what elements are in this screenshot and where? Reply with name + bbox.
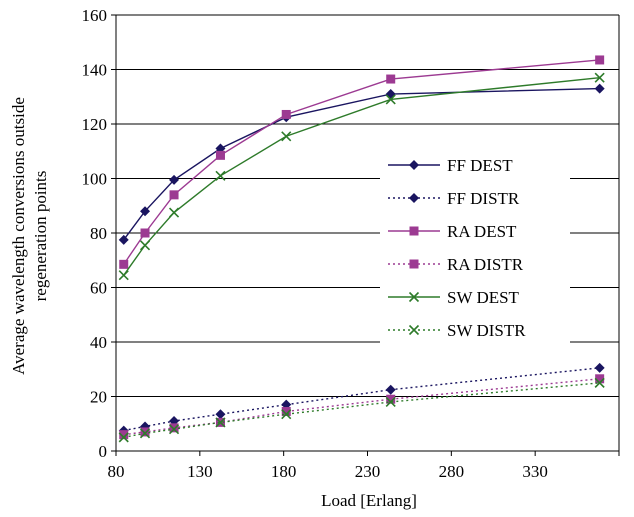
- x-tick-label: 280: [439, 462, 465, 481]
- series-line: [123, 378, 600, 436]
- square-marker: [215, 150, 225, 160]
- diamond-marker: [409, 193, 419, 203]
- diamond-marker: [140, 206, 151, 217]
- x-marker: [118, 270, 129, 281]
- series-ff-distr: [118, 362, 605, 436]
- legend-label: SW DEST: [447, 288, 520, 307]
- diamond-marker: [594, 362, 605, 373]
- x-marker: [594, 72, 605, 83]
- x-marker: [281, 131, 292, 142]
- x-marker: [215, 417, 226, 428]
- square-marker: [281, 406, 291, 416]
- legend-item: FF DEST: [388, 156, 513, 175]
- x-marker: [118, 432, 129, 443]
- x-marker: [215, 170, 226, 181]
- legend-item: SW DEST: [388, 288, 520, 307]
- x-tick-label: 180: [271, 462, 297, 481]
- x-marker: [139, 240, 151, 251]
- legend-item: RA DEST: [388, 222, 517, 241]
- legend-item: RA DISTR: [388, 255, 524, 274]
- diamond-marker: [118, 234, 129, 245]
- series-ra-distr: [119, 374, 605, 440]
- diamond-marker: [385, 384, 396, 395]
- square-marker: [119, 259, 129, 269]
- diamond-marker: [215, 409, 226, 420]
- y-axis-title-line-1: Average wavelength conversions outside: [9, 97, 28, 375]
- diamond-marker: [169, 174, 180, 185]
- square-marker: [140, 228, 150, 238]
- square-marker: [595, 374, 605, 384]
- square-marker: [386, 394, 396, 404]
- y-tick-labels: 0 20 40 60 80 100 120 140 160: [82, 6, 108, 461]
- square-marker: [169, 190, 179, 200]
- axes: [111, 14, 620, 456]
- y-tick-label: 120: [82, 115, 108, 134]
- legend-label: RA DISTR: [447, 255, 524, 274]
- series-line: [123, 367, 600, 432]
- legend-label: SW DISTR: [447, 321, 526, 340]
- y-tick-label: 80: [90, 224, 107, 243]
- diamond-marker: [409, 160, 419, 170]
- x-marker: [408, 324, 420, 336]
- series-ra-dest: [119, 55, 605, 269]
- square-marker: [409, 259, 419, 269]
- y-tick-label: 140: [82, 61, 108, 80]
- x-axis-title: Load [Erlang]: [321, 491, 417, 510]
- legend-label: FF DISTR: [447, 189, 520, 208]
- x-marker: [408, 291, 420, 303]
- y-axis-title-line-2: regeneration points: [31, 171, 50, 302]
- diamond-marker: [385, 89, 396, 100]
- series-group: [118, 55, 605, 443]
- square-marker: [595, 55, 605, 65]
- legend-label: FF DEST: [447, 156, 513, 175]
- y-tick-label: 60: [90, 279, 107, 298]
- x-marker: [168, 207, 180, 218]
- x-marker: [385, 396, 396, 408]
- x-tick-label: 130: [187, 462, 213, 481]
- y-tick-label: 100: [82, 170, 108, 189]
- y-tick-label: 40: [90, 333, 107, 352]
- x-tick-label: 80: [108, 462, 125, 481]
- square-marker: [140, 427, 150, 437]
- square-marker: [409, 226, 419, 236]
- series-sw-dest: [118, 72, 605, 281]
- legend-item: FF DISTR: [388, 189, 520, 208]
- legend-label: RA DEST: [447, 222, 517, 241]
- square-marker: [169, 423, 179, 433]
- diamond-marker: [594, 83, 605, 94]
- series-line: [123, 382, 600, 439]
- square-marker: [281, 109, 291, 119]
- x-tick-labels: 80 130 180 230 280 330: [108, 462, 548, 481]
- legend-background: [380, 147, 570, 349]
- y-tick-label: 0: [99, 442, 108, 461]
- gridlines: [116, 14, 619, 397]
- y-tick-label: 160: [82, 6, 108, 25]
- x-marker: [139, 428, 151, 439]
- x-marker: [281, 409, 292, 420]
- y-tick-label: 20: [90, 388, 107, 407]
- x-marker: [168, 424, 180, 435]
- x-marker: [594, 377, 605, 388]
- x-tick-label: 330: [522, 462, 548, 481]
- x-marker: [385, 94, 396, 105]
- legend-item: SW DISTR: [388, 321, 526, 340]
- series-sw-distr: [118, 377, 605, 443]
- square-marker: [119, 430, 129, 440]
- square-marker: [386, 74, 396, 84]
- legend: FF DEST FF DISTR RA DEST RA DISTR SW DEST SW …: [388, 156, 526, 340]
- x-tick-label: 230: [355, 462, 381, 481]
